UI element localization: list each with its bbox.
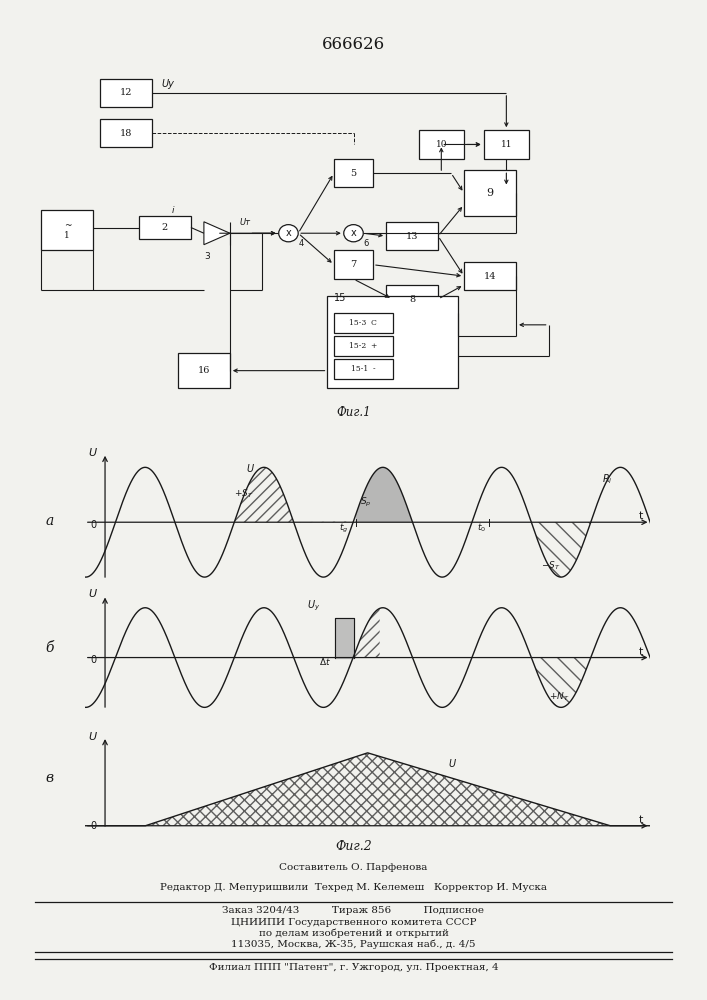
Text: i: i: [171, 206, 174, 215]
Bar: [327, 296, 457, 388]
Text: 14: 14: [484, 272, 496, 281]
Text: Фиг.2: Фиг.2: [335, 840, 372, 853]
Bar: [334, 250, 373, 279]
Text: 15-3  С: 15-3 С: [349, 319, 378, 327]
Polygon shape: [335, 618, 354, 658]
Text: по делам изобретений и открытий: по делам изобретений и открытий: [259, 928, 448, 938]
Bar: [464, 262, 516, 290]
Text: $S_p$: $S_p$: [360, 496, 371, 509]
Text: Uт: Uт: [240, 218, 251, 227]
Bar: [334, 336, 392, 356]
Text: ЦНИИПИ Государственного комитета СССР: ЦНИИПИ Государственного комитета СССР: [230, 918, 477, 927]
Bar: [334, 159, 373, 187]
Text: t: t: [638, 815, 643, 825]
Text: Заказ 3204/43          Тираж 856          Подписное: Заказ 3204/43 Тираж 856 Подписное: [223, 906, 484, 915]
Text: $U_y$: $U_y$: [307, 598, 320, 613]
Text: x: x: [351, 228, 356, 238]
Bar: [334, 359, 392, 379]
Bar: [386, 285, 438, 313]
Text: t: t: [638, 647, 643, 657]
Text: U: U: [89, 589, 97, 599]
Text: Фиг.1: Фиг.1: [337, 406, 370, 419]
Text: Uу: Uу: [162, 79, 175, 89]
Text: $t_g$: $t_g$: [339, 522, 349, 535]
Text: 4: 4: [298, 239, 303, 248]
Text: t: t: [638, 511, 643, 521]
Text: U: U: [89, 448, 97, 458]
Text: 113035, Москва, Ж-35, Раушская наб., д. 4/5: 113035, Москва, Ж-35, Раушская наб., д. …: [231, 940, 476, 949]
Text: 666626: 666626: [322, 36, 385, 53]
Text: $R_i$: $R_i$: [602, 472, 612, 486]
Text: 10: 10: [436, 140, 447, 149]
Text: в: в: [45, 771, 54, 785]
Text: U: U: [89, 732, 97, 742]
Text: 0: 0: [90, 821, 97, 831]
Bar: [464, 170, 516, 216]
Bar: [484, 130, 529, 159]
Text: 0: 0: [90, 520, 97, 530]
Text: 8: 8: [409, 295, 415, 304]
Bar: [419, 130, 464, 159]
Text: 3: 3: [204, 252, 210, 261]
Bar: [100, 119, 152, 147]
Text: 13: 13: [406, 232, 419, 241]
Bar: [139, 216, 191, 239]
Text: 15-1  -: 15-1 -: [351, 365, 375, 373]
Text: 15-2  +: 15-2 +: [349, 342, 378, 350]
Bar: [41, 210, 93, 250]
Text: ~
1: ~ 1: [64, 221, 71, 240]
Text: 15: 15: [334, 293, 346, 303]
Polygon shape: [204, 222, 230, 245]
Bar: [334, 313, 392, 333]
Text: U: U: [247, 464, 254, 474]
Circle shape: [279, 225, 298, 242]
Text: 0: 0: [90, 655, 97, 665]
Text: x: x: [286, 228, 291, 238]
Text: а: а: [45, 514, 54, 528]
Text: Составитель О. Парфенова: Составитель О. Парфенова: [279, 863, 428, 872]
Bar: [178, 353, 230, 388]
Text: 11: 11: [501, 140, 512, 149]
Bar: [100, 79, 152, 107]
Text: U: U: [448, 759, 455, 769]
Circle shape: [344, 225, 363, 242]
Text: $-S_T$: $-S_T$: [542, 559, 561, 572]
Text: 16: 16: [198, 366, 210, 375]
Text: 5: 5: [351, 169, 356, 178]
Text: 18: 18: [119, 129, 132, 138]
Text: Редактор Д. Мепуришвили  Техред М. Келемеш   Корректор И. Муска: Редактор Д. Мепуришвили Техред М. Келеме…: [160, 883, 547, 892]
Text: 6: 6: [363, 239, 368, 248]
Text: 7: 7: [351, 260, 356, 269]
Text: $\Delta t$: $\Delta t$: [319, 656, 331, 667]
Text: 2: 2: [162, 223, 168, 232]
Text: 12: 12: [119, 88, 132, 97]
Bar: [386, 222, 438, 250]
Text: Филиал ППП "Патент", г. Ужгород, ул. Проектная, 4: Филиал ППП "Патент", г. Ужгород, ул. Про…: [209, 963, 498, 972]
Text: 9: 9: [486, 188, 493, 198]
Text: $+S_T$: $+S_T$: [234, 487, 254, 500]
Text: $t_0$: $t_0$: [477, 521, 486, 534]
Text: $+N_T$: $+N_T$: [549, 691, 570, 703]
Polygon shape: [356, 467, 412, 522]
Text: б: б: [45, 641, 54, 655]
